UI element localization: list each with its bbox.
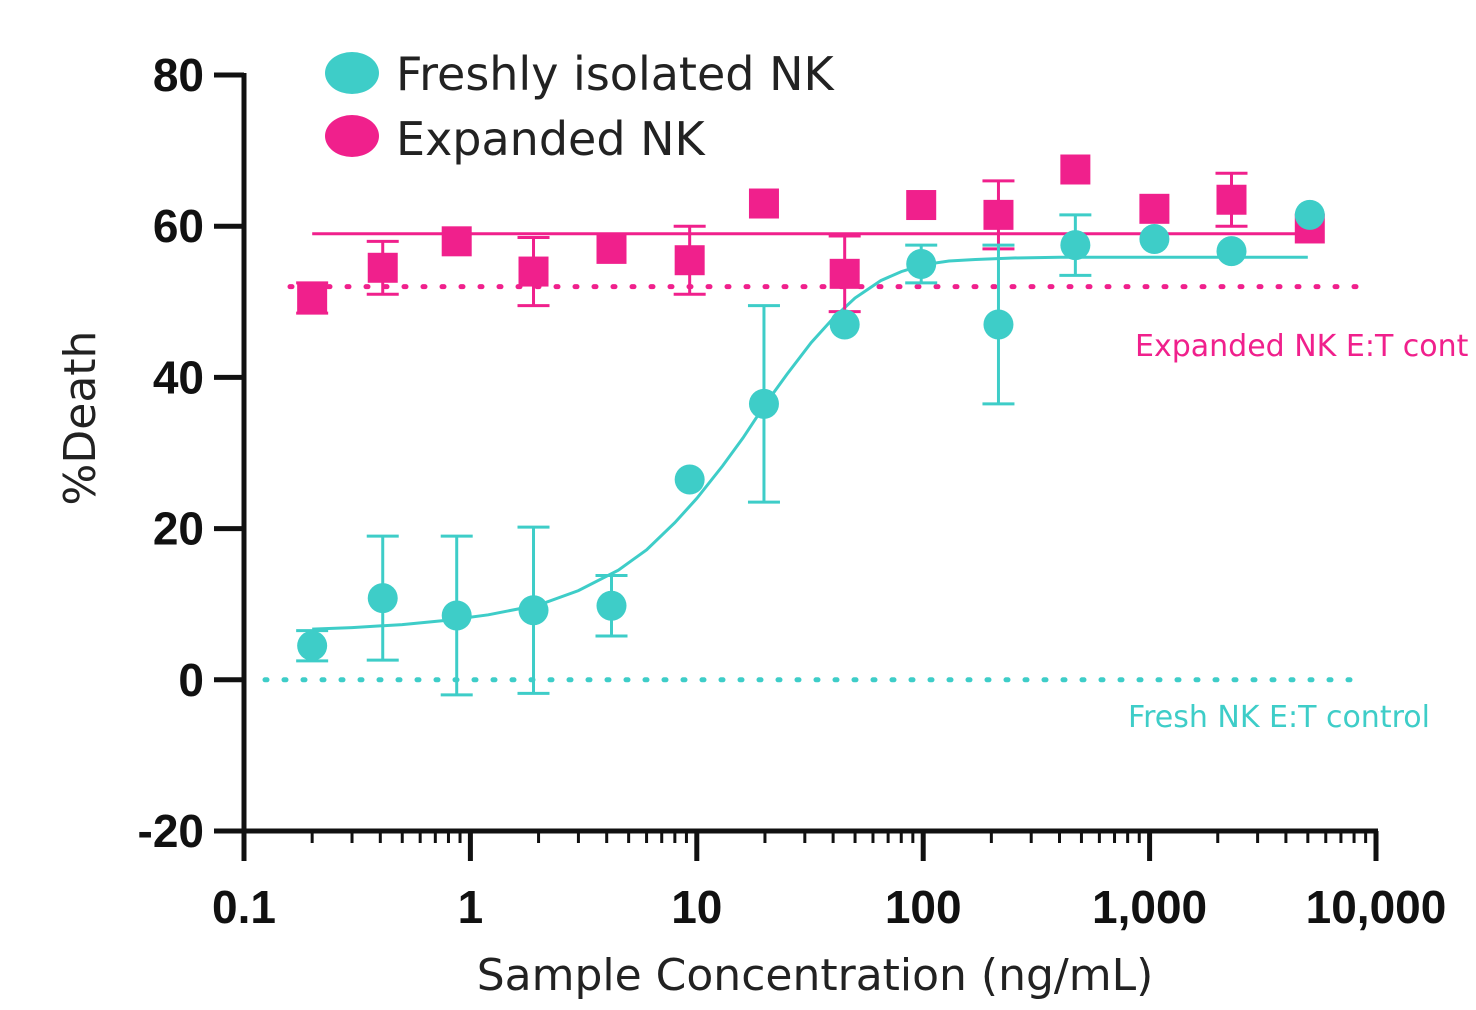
expanded-point (1216, 184, 1247, 215)
fresh-point (1139, 224, 1170, 255)
y-tick-label: 40 (153, 351, 204, 403)
y-tick-label: 0 (178, 654, 204, 706)
y-tick-label: 20 (153, 503, 204, 555)
fresh-point (1294, 199, 1325, 230)
x-tick-label: 1 (458, 881, 484, 933)
y-tick-label: -20 (138, 805, 204, 857)
fresh-point (906, 249, 937, 279)
fresh-point (596, 590, 627, 621)
fresh-control-label: Fresh NK E:T control (1128, 700, 1430, 735)
legend-marker-expanded (325, 115, 379, 157)
legend-label-expanded: Expanded NK (396, 112, 707, 166)
fresh-point (441, 600, 472, 631)
expanded-point (518, 256, 549, 287)
expanded-point (596, 233, 627, 264)
x-axis: 0.1 1 10 100 1,000 10,000 (212, 828, 1447, 933)
plot-area (262, 154, 1363, 697)
x-axis-title: Sample Concentration (ng/mL) (477, 950, 1154, 1001)
y-axis-title: %Death (55, 331, 106, 506)
fresh-point (1216, 236, 1247, 267)
x-tick-label: 10 (671, 881, 722, 933)
expanded-point (367, 252, 398, 283)
y-axis: -20 0 20 40 60 80 (138, 49, 247, 857)
expanded-point (297, 283, 328, 314)
fresh-point (518, 595, 549, 626)
expanded-point (906, 190, 937, 221)
legend: Freshly isolated NK Expanded NK (325, 47, 835, 166)
x-tick-label: 10,000 (1306, 881, 1447, 933)
fresh-fit-curve (312, 255, 1308, 631)
expanded-point (441, 226, 472, 257)
legend-label-fresh: Freshly isolated NK (396, 47, 835, 101)
y-tick-label: 60 (153, 200, 204, 252)
fresh-point (748, 388, 779, 419)
expanded-control-label: Expanded NK E:T cont (1135, 329, 1469, 364)
fresh-point (297, 630, 328, 661)
expanded-point (1139, 193, 1170, 224)
fresh-point (1060, 230, 1091, 261)
expanded-point (748, 188, 779, 219)
x-tick-label: 0.1 (212, 881, 276, 933)
x-tick-label: 1,000 (1092, 881, 1207, 933)
fresh-point (674, 464, 705, 495)
x-tick-label: 100 (885, 881, 962, 933)
fresh-point (983, 309, 1014, 340)
expanded-point (829, 258, 860, 289)
expanded-point (674, 245, 705, 276)
expanded-point (983, 199, 1014, 230)
fresh-point (367, 583, 398, 614)
expanded-point (1060, 154, 1091, 185)
legend-marker-fresh (325, 52, 379, 94)
y-tick-label: 80 (153, 49, 204, 101)
fresh-point (829, 309, 860, 340)
